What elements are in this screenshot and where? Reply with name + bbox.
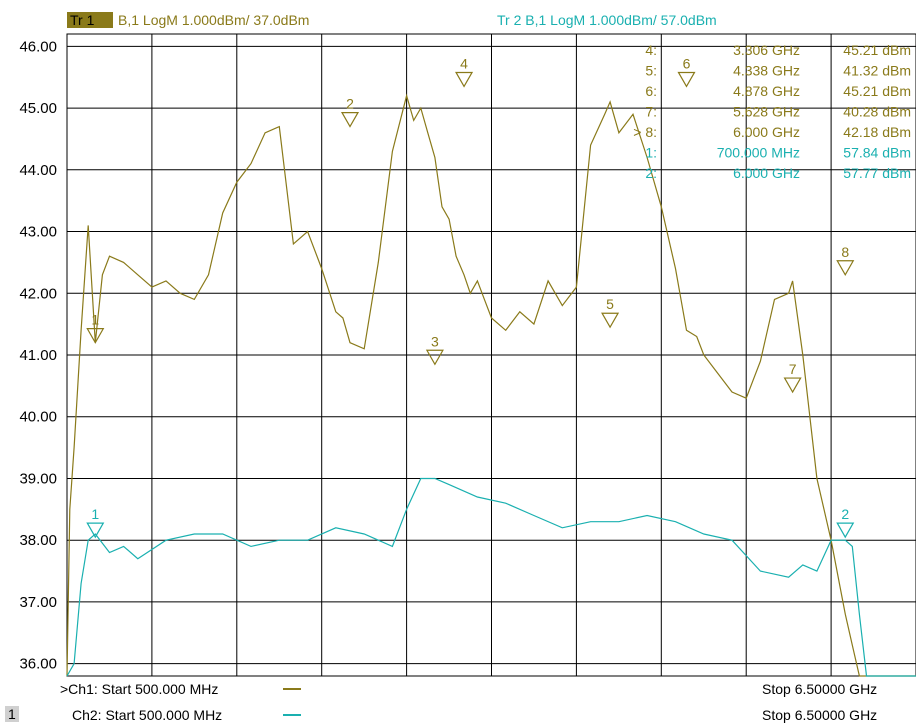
marker-table-id: 6: [645, 83, 657, 99]
marker-table-value: 57.77 dBm [843, 165, 911, 181]
ch2-stop: Stop 6.50000 GHz [762, 707, 877, 723]
ch2-start: Ch2: Start 500.000 MHz [72, 707, 222, 723]
y-tick-label: 45.00 [19, 100, 57, 117]
y-tick-label: 40.00 [19, 409, 57, 426]
tr1-badge-bg[interactable] [67, 12, 113, 28]
channel-badge-bg[interactable] [5, 706, 19, 722]
marker-table-value: 57.84 dBm [843, 145, 911, 161]
y-tick-label: 46.00 [19, 38, 57, 55]
traces [66, 93, 916, 677]
marker-label: 3 [431, 333, 439, 349]
marker-triangle[interactable] [425, 349, 444, 366]
marker-table-freq: 700.000 MHz [717, 145, 800, 161]
marker-table-id: 1: [645, 145, 657, 161]
marker-triangle[interactable] [836, 522, 855, 539]
marker-table-value: 45.21 dBm [843, 42, 911, 58]
y-tick-label: 41.00 [19, 347, 57, 364]
marker-table-freq: 4.878 GHz [733, 83, 800, 99]
marker-triangle[interactable] [86, 522, 105, 539]
marker-table-freq: 6.000 GHz [733, 124, 800, 140]
footer: >Ch1: Start 500.000 MHz Stop 6.50000 GHz… [5, 681, 877, 723]
marker-triangle[interactable] [340, 111, 360, 128]
marker-label: 2 [346, 96, 354, 112]
y-tick-label: 43.00 [19, 224, 57, 241]
tr1-badge[interactable]: Tr 1 [70, 12, 95, 28]
marker-label: 6 [683, 55, 691, 71]
tr2-label: Tr 2 B,1 LogM 1.000dBm/ 57.0dBm [497, 12, 717, 28]
marker-table: 4: 3.306 GHz 45.21 dBm 5: 4.338 GHz 41.32 dBm… [633, 42, 911, 181]
markers: 1 2 3 4 5 6 7 8 1 2 [86, 55, 855, 539]
y-tick-label: 37.00 [19, 594, 57, 611]
y-tick-label: 38.00 [19, 532, 57, 549]
marker-table-id: 5: [645, 63, 657, 79]
marker-table-id: > 8: [633, 124, 657, 140]
marker-table-id: 4: [645, 42, 657, 58]
marker-label: 5 [606, 296, 614, 312]
marker-table-freq: 6.000 GHz [733, 165, 800, 181]
marker-label: 2 [841, 506, 849, 522]
marker-table-value: 41.32 dBm [843, 63, 911, 79]
marker-label: 8 [841, 244, 849, 260]
marker-table-id: 2: [645, 165, 657, 181]
y-tick-labels: 46.00 45.00 44.00 43.00 42.00 41.00 40.00 39.00… [19, 38, 57, 672]
grid [67, 34, 916, 676]
ch1-start: >Ch1: Start 500.000 MHz [60, 681, 218, 697]
y-tick-label: 42.00 [19, 285, 57, 302]
marker-triangle[interactable] [783, 377, 802, 394]
marker-table-id: 7: [645, 104, 657, 120]
marker-table-value: 45.21 dBm [843, 83, 911, 99]
marker-table-freq: 3.306 GHz [733, 42, 800, 58]
header: Tr 1 B,1 LogM 1.000dBm/ 37.0dBm Tr 2 B,1… [67, 12, 717, 28]
marker-label: 1 [91, 312, 99, 328]
marker-triangle[interactable] [836, 260, 855, 276]
marker-triangle[interactable] [455, 71, 474, 88]
marker-table-freq: 4.338 GHz [733, 63, 800, 79]
tr1-label: B,1 LogM 1.000dBm/ 37.0dBm [118, 12, 309, 28]
trace-2-line [66, 477, 916, 677]
marker-table-freq: 5.628 GHz [733, 104, 800, 120]
marker-triangle[interactable] [601, 312, 620, 329]
marker-label: 1 [91, 506, 99, 522]
marker-triangle[interactable] [86, 328, 105, 344]
y-tick-label: 36.00 [19, 656, 57, 673]
trace-1-line [66, 93, 916, 677]
plot-area: 46.00 45.00 44.00 43.00 42.00 41.00 40.00 39.00… [19, 33, 916, 677]
channel-badge[interactable]: 1 [8, 706, 16, 722]
marker-label: 4 [460, 55, 468, 71]
marker-triangle[interactable] [677, 71, 696, 88]
ch1-stop: Stop 6.50000 GHz [762, 681, 877, 697]
y-tick-label: 44.00 [19, 162, 57, 179]
marker-label: 7 [789, 361, 797, 377]
marker-table-value: 42.18 dBm [843, 124, 911, 140]
y-tick-label: 39.00 [19, 470, 57, 487]
marker-table-value: 40.28 dBm [843, 104, 911, 120]
